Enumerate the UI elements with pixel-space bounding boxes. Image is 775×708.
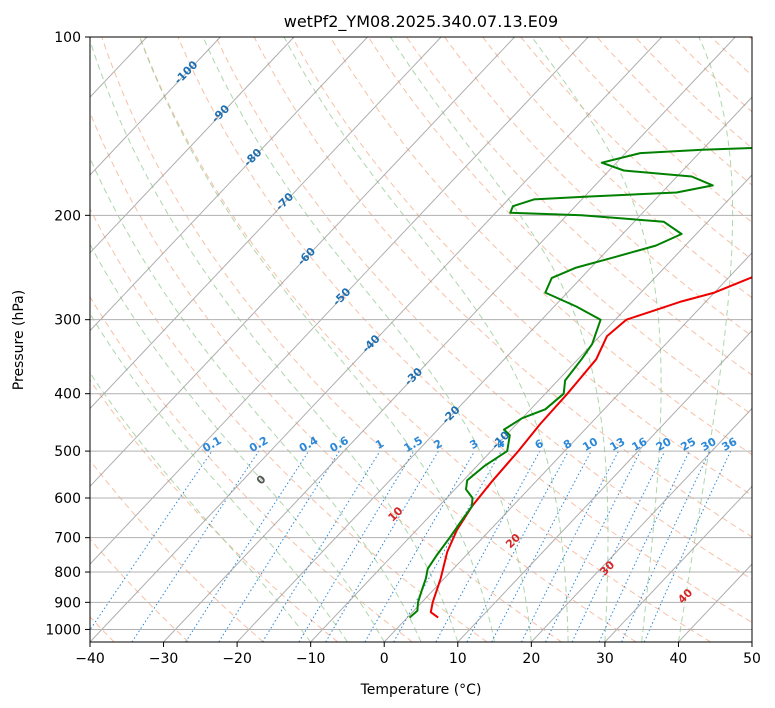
y-tick-label: 1000: [45, 622, 81, 638]
x-tick-label: 30: [596, 651, 614, 667]
dry-adiabat: [329, 37, 752, 456]
isotherm: [310, 174, 752, 642]
moist-adiabat: [139, 37, 496, 642]
mixing-ratio-line: [298, 450, 415, 642]
moist-adiabat: [677, 37, 734, 642]
x-tick-label: −10: [296, 651, 326, 667]
isotherm: [530, 407, 752, 642]
x-tick-label: −40: [75, 651, 105, 667]
dry-adiabat: [101, 37, 637, 642]
mixing-ratio-line: [545, 450, 641, 642]
dewpoint-profile-line: [408, 146, 752, 619]
moist-adiabat: [90, 312, 348, 642]
y-tick-label: 400: [54, 387, 81, 403]
isotherm: [90, 37, 663, 642]
isotherm: [236, 96, 752, 642]
y-axis-label: Pressure (hPa): [11, 290, 27, 390]
x-tick-label: 50: [743, 651, 761, 667]
moist-adiabat: [283, 37, 569, 642]
isotherm: [163, 37, 736, 642]
y-tick-label: 600: [54, 491, 81, 507]
isotherm: [457, 329, 752, 642]
dry-adiabat: [406, 37, 752, 376]
mixing-ratio-line: [90, 450, 213, 631]
mixing-ratio-line: [435, 450, 541, 642]
x-tick-label: 40: [670, 651, 688, 667]
dry-adiabat: [90, 538, 190, 642]
isotherm: [604, 485, 752, 642]
mixing-ratio-line: [218, 450, 340, 642]
dry-adiabat: [367, 37, 752, 416]
mixing-ratio-line: [466, 450, 569, 642]
x-tick-label: −20: [222, 651, 252, 667]
dry-adiabat: [215, 37, 752, 580]
y-tick-label: 800: [54, 565, 81, 581]
mixing-ratio-line: [393, 450, 502, 642]
isotherm: [90, 37, 368, 332]
y-tick-label: 900: [54, 595, 81, 611]
dry-adiabat: [444, 37, 752, 337]
moist-adiabat: [531, 37, 662, 642]
dry-adiabat: [90, 111, 562, 642]
isotherm: [90, 37, 589, 565]
x-tick-label: 10: [449, 651, 467, 667]
isotherm: [90, 37, 515, 488]
moist-adiabat: [90, 38, 459, 642]
dry-adiabat: [291, 37, 752, 497]
x-tick-label: −30: [149, 651, 179, 667]
y-tick-label: 300: [54, 313, 81, 329]
x-tick-label: 0: [380, 651, 389, 667]
isotherm: [90, 37, 442, 410]
x-tick-label: 20: [522, 651, 540, 667]
moist-adiabat: [90, 243, 385, 642]
temperature-profile-line: [429, 276, 752, 619]
isotherm: [90, 37, 221, 176]
dry-adiabat: [177, 37, 752, 623]
y-tick-label: 100: [54, 30, 81, 46]
y-tick-label: 500: [54, 444, 81, 460]
dry-adiabat: [90, 459, 264, 642]
y-tick-label: 700: [54, 531, 81, 547]
mixing-ratio-line: [262, 450, 381, 642]
moist-adiabat: [389, 37, 609, 642]
mixing-ratio-line: [521, 450, 619, 642]
isotherm: [90, 37, 295, 254]
mixing-ratio-line: [185, 450, 310, 642]
dry-adiabat: [90, 207, 488, 642]
isotherm: [383, 252, 752, 642]
x-axis-label: Temperature (°C): [360, 682, 482, 698]
moist-adiabat: [202, 37, 532, 642]
plot-frame: [89, 36, 753, 643]
chart-title: wetPf2_YM08.2025.340.07.13.E09: [284, 12, 558, 32]
y-tick-label: 200: [54, 208, 81, 224]
